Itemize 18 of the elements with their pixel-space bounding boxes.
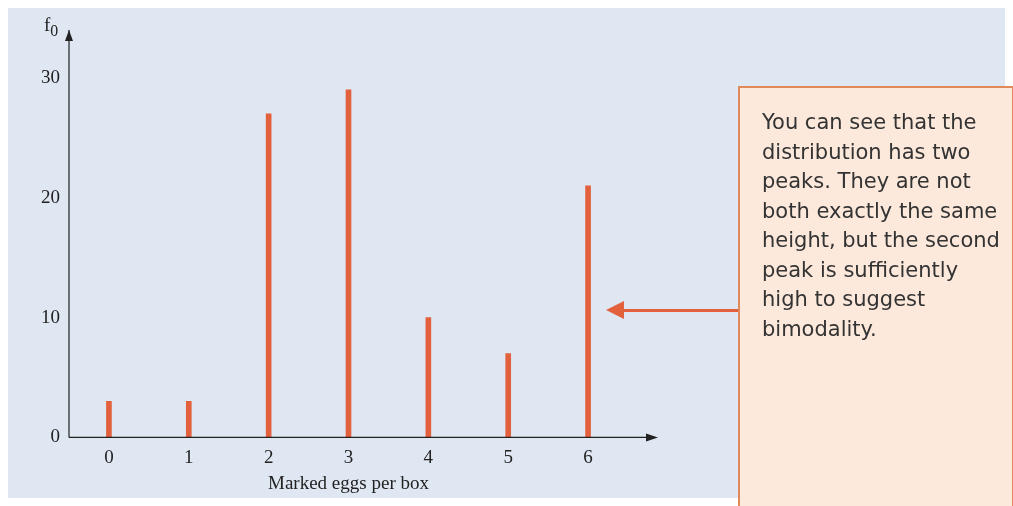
- x-axis-title: Marked eggs per box: [268, 471, 430, 493]
- y-axis-title: f$_{0}$: [44, 14, 59, 40]
- bar: [505, 353, 512, 438]
- y-tick-label: 20: [41, 185, 60, 207]
- x-tick-label: 0: [104, 445, 114, 467]
- bar: [585, 185, 591, 438]
- x-tick-label: 5: [503, 445, 513, 467]
- bar: [106, 401, 112, 438]
- x-tick-label: 2: [263, 445, 274, 467]
- y-tick-label: 30: [41, 65, 60, 87]
- x-tick-label: 4: [423, 445, 434, 467]
- x-tick-label: 3: [343, 445, 354, 467]
- x-tick-label: 6: [583, 445, 593, 467]
- y-tick-label: 0: [50, 425, 60, 447]
- x-tick-label: 1: [184, 445, 194, 467]
- y-tick-label: 10: [41, 305, 60, 327]
- text: You can see that the distribution has two peaks. They are not both exactly the same height, but the second peak is sufficiently high to suggest bimodality.: [738, 86, 1013, 506]
- bar: [185, 401, 192, 438]
